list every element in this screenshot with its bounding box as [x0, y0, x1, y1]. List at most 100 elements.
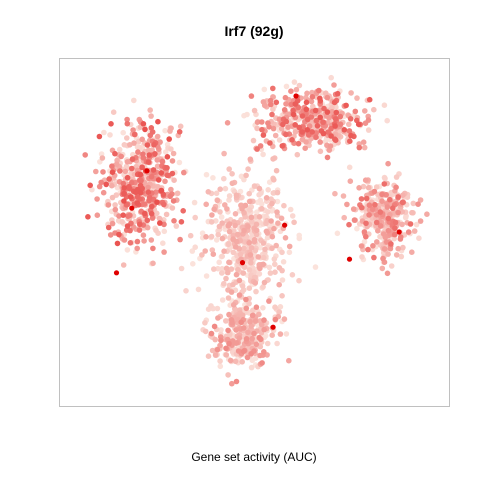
x-axis-label: Gene set activity (AUC)	[191, 450, 316, 464]
data-point	[225, 327, 231, 334]
data-point	[296, 124, 303, 131]
data-point	[273, 99, 280, 106]
data-point	[235, 266, 241, 273]
data-point	[366, 202, 373, 208]
data-point	[124, 159, 131, 165]
data-point	[279, 277, 286, 283]
data-point	[299, 129, 306, 135]
data-point	[127, 227, 133, 234]
data-point	[215, 231, 221, 238]
data-point	[214, 305, 221, 312]
data-point	[109, 163, 115, 169]
data-point	[148, 210, 155, 217]
data-point	[245, 329, 251, 336]
data-point	[266, 264, 273, 271]
data-point	[417, 197, 424, 203]
data-point	[241, 176, 247, 183]
data-point	[230, 249, 237, 256]
data-point	[226, 340, 232, 347]
data-point	[126, 185, 132, 191]
data-point	[249, 312, 256, 319]
data-point	[141, 201, 148, 207]
data-point	[360, 183, 367, 190]
data-point	[270, 106, 276, 113]
data-point	[289, 272, 296, 278]
data-point	[131, 140, 137, 146]
data-point	[261, 86, 268, 93]
data-point	[341, 127, 348, 133]
data-point	[253, 227, 260, 234]
data-point	[410, 200, 417, 207]
data-point	[266, 124, 272, 130]
data-point	[148, 173, 155, 180]
data-point	[405, 229, 412, 235]
data-point	[256, 334, 263, 341]
data-point	[276, 116, 283, 122]
data-point	[370, 243, 376, 249]
data-point	[274, 209, 280, 215]
data-point	[409, 249, 415, 255]
data-point	[266, 298, 272, 304]
data-point	[363, 195, 370, 202]
data-point	[279, 249, 285, 256]
data-point	[168, 146, 174, 152]
data-point	[240, 348, 247, 355]
data-point	[387, 196, 393, 203]
data-point	[302, 145, 309, 151]
data-point	[375, 228, 381, 234]
data-point	[407, 221, 414, 227]
data-point	[120, 262, 127, 268]
data-point	[131, 131, 138, 138]
data-point	[170, 198, 177, 204]
data-point	[114, 240, 121, 247]
data-point	[236, 277, 243, 284]
data-point	[164, 172, 171, 179]
data-point	[282, 222, 288, 228]
data-point	[250, 137, 257, 144]
data-point	[134, 238, 141, 245]
data-point	[275, 220, 281, 226]
data-point	[348, 132, 354, 139]
data-point	[122, 168, 129, 175]
data-point	[270, 324, 276, 330]
data-point	[219, 270, 225, 276]
data-point	[107, 232, 114, 238]
data-point	[124, 135, 130, 141]
data-point	[350, 206, 357, 212]
data-point	[251, 238, 258, 245]
data-point	[292, 122, 299, 128]
data-point	[374, 239, 380, 245]
data-point	[149, 203, 155, 210]
data-point	[253, 341, 260, 348]
data-point	[270, 190, 277, 196]
data-point	[276, 265, 283, 271]
data-point	[334, 90, 341, 97]
data-point	[346, 128, 353, 134]
data-point	[166, 136, 172, 142]
data-point	[354, 225, 360, 232]
data-point	[96, 133, 103, 140]
data-point	[388, 241, 394, 247]
data-point	[245, 223, 251, 230]
data-point	[158, 187, 165, 194]
data-point	[241, 245, 247, 252]
data-point	[292, 101, 299, 107]
data-point	[139, 185, 145, 192]
data-point	[148, 237, 155, 243]
data-point	[113, 270, 120, 276]
data-point	[151, 142, 157, 148]
data-point	[246, 285, 253, 292]
data-point	[380, 255, 386, 262]
data-point	[395, 245, 402, 252]
data-point	[229, 180, 236, 187]
data-point	[328, 133, 334, 139]
data-point	[203, 171, 210, 178]
data-point	[242, 214, 248, 220]
data-point	[272, 132, 279, 139]
data-point	[321, 105, 327, 112]
data-point	[359, 204, 365, 211]
data-point	[373, 219, 380, 226]
data-point	[251, 330, 257, 337]
data-point	[217, 186, 223, 192]
data-point	[281, 316, 288, 322]
